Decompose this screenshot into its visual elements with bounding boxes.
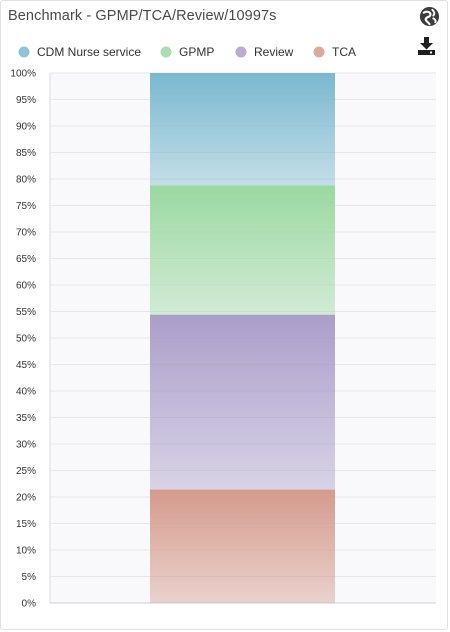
y-tick-label: 65% bbox=[16, 254, 36, 265]
y-tick-label: 15% bbox=[16, 519, 36, 530]
y-tick-label: 5% bbox=[22, 572, 37, 583]
y-tick-label: 10% bbox=[16, 546, 36, 557]
globe-icon[interactable] bbox=[419, 6, 440, 27]
y-tick-label: 40% bbox=[16, 387, 36, 398]
y-tick-label: 35% bbox=[16, 413, 36, 424]
y-tick-label: 55% bbox=[16, 307, 36, 318]
y-tick-label: 80% bbox=[16, 175, 36, 186]
bar-segment-tca[interactable] bbox=[150, 489, 335, 603]
y-tick-label: 60% bbox=[16, 281, 36, 292]
bar-segment-gpmp[interactable] bbox=[150, 185, 335, 315]
y-tick-label: 75% bbox=[16, 201, 36, 212]
y-tick-label: 70% bbox=[16, 228, 36, 239]
y-tick-label: 20% bbox=[16, 493, 36, 504]
y-tick-label: 100% bbox=[10, 69, 36, 80]
bar-segment-review[interactable] bbox=[150, 314, 335, 490]
y-tick-label: 30% bbox=[16, 440, 36, 451]
legend-marker-tca[interactable] bbox=[313, 46, 325, 58]
legend-label-cdm-nurse-service[interactable]: CDM Nurse service bbox=[37, 45, 141, 59]
download-icon[interactable] bbox=[418, 37, 435, 55]
chart-title: Benchmark - GPMP/TCA/Review/10997s bbox=[8, 8, 277, 24]
bar-segment-cdm-nurse-service[interactable] bbox=[150, 73, 335, 186]
y-tick-label: 95% bbox=[16, 95, 36, 106]
legend-marker-cdm-nurse-service[interactable] bbox=[18, 46, 30, 58]
legend-label-review[interactable]: Review bbox=[254, 45, 294, 59]
legend-marker-review[interactable] bbox=[235, 46, 247, 58]
legend-label-gpmp[interactable]: GPMP bbox=[179, 45, 214, 59]
y-tick-label: 25% bbox=[16, 466, 36, 477]
y-tick-label: 85% bbox=[16, 148, 36, 159]
y-tick-label: 0% bbox=[22, 599, 37, 610]
y-tick-label: 50% bbox=[16, 334, 36, 345]
y-tick-label: 90% bbox=[16, 122, 36, 133]
legend-label-tca[interactable]: TCA bbox=[332, 45, 356, 59]
y-tick-label: 45% bbox=[16, 360, 36, 371]
legend-marker-gpmp[interactable] bbox=[160, 46, 172, 58]
